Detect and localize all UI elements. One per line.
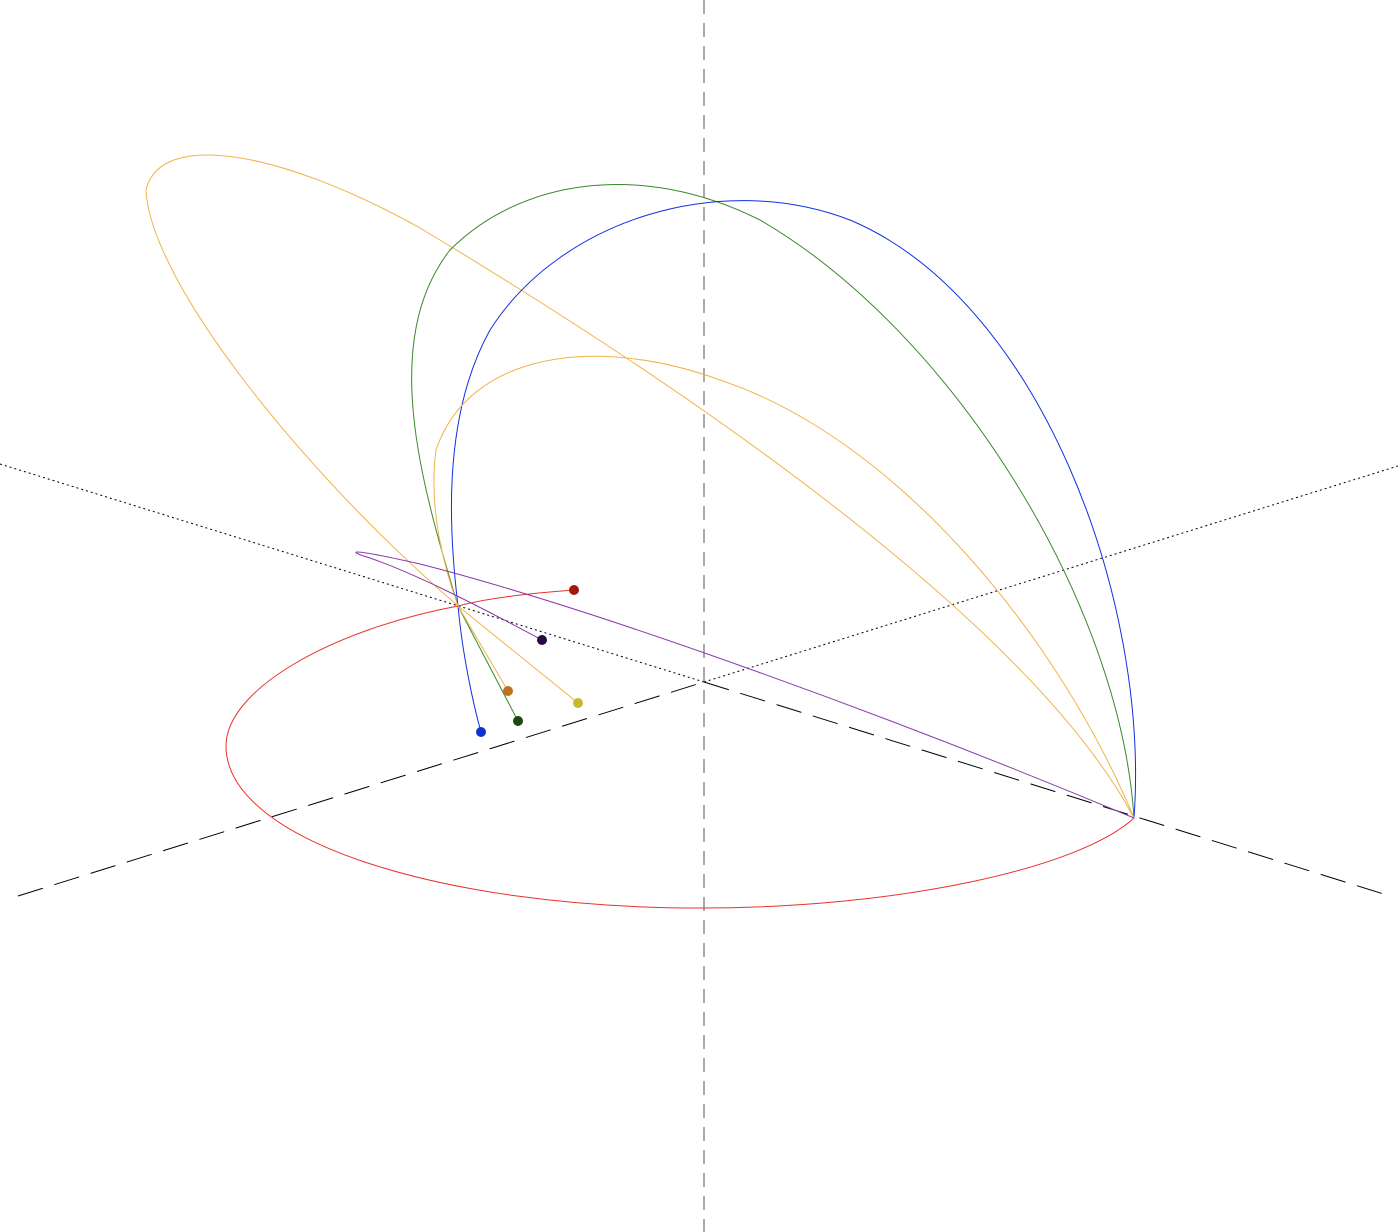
front-axis-left: [17, 681, 705, 897]
orange-small-orbit: [433, 355, 1135, 819]
blue-orbit: [450, 200, 1137, 819]
red-orbit: [225, 589, 1135, 909]
depth-axis-left: [0, 463, 705, 683]
front-axis-right: [703, 681, 1391, 897]
dark-green-marker: [513, 716, 523, 726]
green-orbit: [411, 184, 1135, 819]
depth-axis-right: [703, 465, 1398, 683]
dark-purple-marker: [537, 635, 547, 645]
orange-large-orbit: [145, 154, 1135, 819]
yellow-marker: [573, 698, 583, 708]
purple-orbit: [355, 551, 1135, 819]
blue-marker: [476, 727, 486, 737]
red-marker: [569, 585, 579, 595]
orange-marker: [503, 686, 513, 696]
